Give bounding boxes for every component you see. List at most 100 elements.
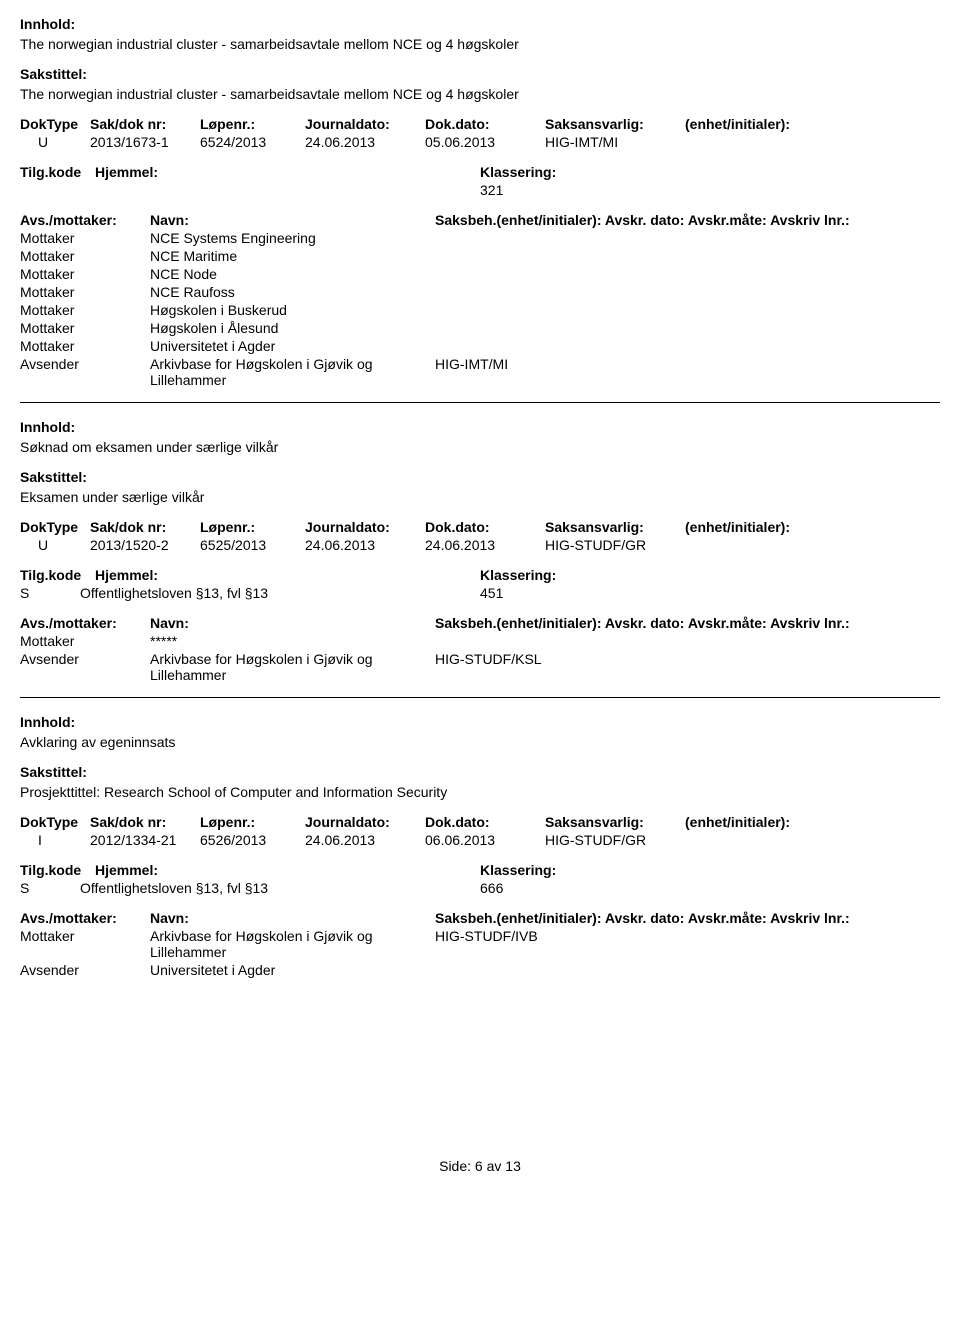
saksansvarlig-label: Saksansvarlig: [545, 519, 685, 535]
tilg-row: Tilg.kodeHjemmel:Klassering: [20, 164, 940, 180]
meta-values: U2013/1520-26525/201324.06.201324.06.201… [20, 537, 940, 553]
journaldato-label: Journaldato: [305, 116, 425, 132]
meta-values: I2012/1334-216526/201324.06.201306.06.20… [20, 832, 940, 848]
meta-values: U2013/1673-16524/201324.06.201305.06.201… [20, 134, 940, 150]
tilgkode-label: Tilg.kode [20, 567, 95, 583]
parties-table: Mottaker*****AvsenderArkivbase for Høgsk… [20, 633, 940, 683]
tilgkode-value [20, 182, 80, 198]
hjemmel-label: Hjemmel: [95, 862, 480, 878]
innhold-value: The norwegian industrial cluster - samar… [20, 36, 940, 52]
party-header: Avs./mottaker:Navn:Saksbeh.(enhet/initia… [20, 910, 940, 926]
hjemmel-values: SOffentlighetsloven §13, fvl §13451 [20, 585, 940, 601]
party-name: Høgskolen i Ålesund [150, 320, 435, 336]
tilgkode-value: S [20, 585, 80, 601]
tilg-row: Tilg.kodeHjemmel:Klassering: [20, 862, 940, 878]
doktype-value: I [20, 832, 90, 848]
enhet-value [685, 537, 825, 553]
party-role: Mottaker [20, 928, 150, 944]
hjemmel-values: 321 [20, 182, 940, 198]
party-row: AvsenderArkivbase for Høgskolen i Gjøvik… [20, 651, 940, 683]
dokdato-label: Dok.dato: [425, 519, 545, 535]
party-role: Avsender [20, 651, 150, 667]
party-saksbeh: HIG-STUDF/KSL [435, 651, 940, 667]
footer-side-label: Side: [439, 1158, 471, 1174]
party-row: MottakerNCE Node [20, 266, 940, 282]
navn-label: Navn: [150, 615, 435, 631]
journaldato-label: Journaldato: [305, 814, 425, 830]
lopenr-value: 6525/2013 [200, 537, 305, 553]
innhold-value: Avklaring av egeninnsats [20, 734, 940, 750]
sakstittel-label: Sakstittel: [20, 469, 940, 485]
sakstittel-label: Sakstittel: [20, 66, 940, 82]
meta-header: DokTypeSak/dok nr:Løpenr.:Journaldato:Do… [20, 519, 940, 535]
saknr-label: Sak/dok nr: [90, 519, 200, 535]
lopenr-value: 6524/2013 [200, 134, 305, 150]
enhet-value [685, 134, 825, 150]
party-row: MottakerNCE Maritime [20, 248, 940, 264]
klassering-value: 321 [480, 182, 503, 198]
avsmott-label: Avs./mottaker: [20, 615, 150, 631]
party-row: MottakerHøgskolen i Buskerud [20, 302, 940, 318]
dokdato-label: Dok.dato: [425, 116, 545, 132]
party-name: NCE Node [150, 266, 435, 282]
saksansvarlig-value: HIG-STUDF/GR [545, 537, 685, 553]
saksbeh-label: Saksbeh.(enhet/initialer): Avskr. dato: … [435, 615, 940, 631]
klassering-label: Klassering: [480, 567, 556, 583]
party-row: MottakerNCE Raufoss [20, 284, 940, 300]
doktype-value: U [20, 134, 90, 150]
party-name: NCE Systems Engineering [150, 230, 435, 246]
hjemmel-label: Hjemmel: [95, 567, 480, 583]
journaldato-value: 24.06.2013 [305, 134, 425, 150]
party-role: Mottaker [20, 338, 150, 354]
saknr-value: 2013/1673-1 [90, 134, 200, 150]
party-row: AvsenderArkivbase for Høgskolen i Gjøvik… [20, 356, 940, 388]
party-role: Mottaker [20, 266, 150, 282]
party-name: Universitetet i Agder [150, 338, 435, 354]
party-role: Avsender [20, 356, 150, 372]
innhold-value: Søknad om eksamen under særlige vilkår [20, 439, 940, 455]
party-row: MottakerArkivbase for Høgskolen i Gjøvik… [20, 928, 940, 960]
record-separator [20, 697, 940, 698]
party-role: Mottaker [20, 633, 150, 649]
party-header: Avs./mottaker:Navn:Saksbeh.(enhet/initia… [20, 615, 940, 631]
party-role: Mottaker [20, 320, 150, 336]
party-row: AvsenderUniversitetet i Agder [20, 962, 940, 978]
parties-table: MottakerArkivbase for Høgskolen i Gjøvik… [20, 928, 940, 978]
journal-record: Innhold:The norwegian industrial cluster… [20, 16, 940, 388]
party-row: MottakerUniversitetet i Agder [20, 338, 940, 354]
innhold-label: Innhold: [20, 419, 940, 435]
party-name: NCE Maritime [150, 248, 435, 264]
party-name: Universitetet i Agder [150, 962, 435, 978]
party-row: MottakerNCE Systems Engineering [20, 230, 940, 246]
doktype-label: DokType [20, 519, 90, 535]
party-name: Høgskolen i Buskerud [150, 302, 435, 318]
hjemmel-value [80, 182, 480, 198]
party-name: Arkivbase for Høgskolen i Gjøvik og Lill… [150, 928, 435, 960]
saksbeh-label: Saksbeh.(enhet/initialer): Avskr. dato: … [435, 910, 940, 926]
hjemmel-label: Hjemmel: [95, 164, 480, 180]
meta-header: DokTypeSak/dok nr:Løpenr.:Journaldato:Do… [20, 814, 940, 830]
navn-label: Navn: [150, 910, 435, 926]
journal-record: Innhold:Avklaring av egeninnsatsSakstitt… [20, 714, 940, 978]
sakstittel-value: Eksamen under særlige vilkår [20, 489, 940, 505]
party-header: Avs./mottaker:Navn:Saksbeh.(enhet/initia… [20, 212, 940, 228]
dokdato-label: Dok.dato: [425, 814, 545, 830]
klassering-value: 451 [480, 585, 503, 601]
party-role: Mottaker [20, 248, 150, 264]
avsmott-label: Avs./mottaker: [20, 212, 150, 228]
hjemmel-values: SOffentlighetsloven §13, fvl §13666 [20, 880, 940, 896]
footer-page-num: 6 [475, 1158, 483, 1174]
record-separator [20, 402, 940, 403]
party-role: Mottaker [20, 230, 150, 246]
enhet-label: (enhet/initialer): [685, 116, 825, 132]
party-role: Mottaker [20, 302, 150, 318]
journal-record: Innhold: Søknad om eksamen under særlige … [20, 419, 940, 683]
lopenr-label: Løpenr.: [200, 116, 305, 132]
meta-header: DokTypeSak/dok nr:Løpenr.:Journaldato:Do… [20, 116, 940, 132]
lopenr-label: Løpenr.: [200, 814, 305, 830]
navn-label: Navn: [150, 212, 435, 228]
page-footer: Side: 6 av 13 [20, 1158, 940, 1174]
journaldato-value: 24.06.2013 [305, 832, 425, 848]
hjemmel-value: Offentlighetsloven §13, fvl §13 [80, 585, 480, 601]
saknr-value: 2013/1520-2 [90, 537, 200, 553]
